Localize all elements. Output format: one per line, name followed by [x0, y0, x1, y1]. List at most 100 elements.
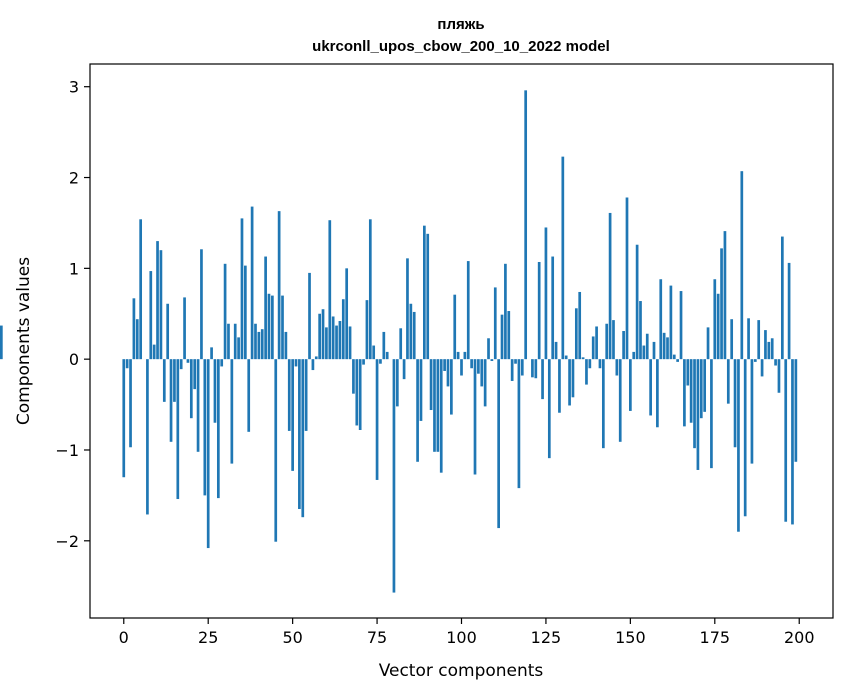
- bar-138: [588, 359, 591, 368]
- bar-31: [227, 324, 230, 359]
- bar-108: [487, 338, 490, 359]
- bar-158: [656, 359, 659, 427]
- bar-37: [247, 359, 250, 432]
- bar-42: [264, 257, 267, 360]
- bar-193: [774, 359, 777, 365]
- bar-22: [197, 359, 200, 452]
- bar-87: [416, 359, 419, 462]
- bar-28: [217, 359, 220, 498]
- bar-57: [315, 356, 318, 359]
- bar-55: [308, 273, 311, 359]
- bar-52: [298, 359, 301, 509]
- bar-19: [187, 359, 190, 363]
- bar-115: [511, 359, 514, 381]
- bar-157: [653, 342, 656, 359]
- bar-34: [237, 337, 240, 359]
- x-tick-label: 150: [615, 628, 646, 647]
- bar-72: [366, 300, 369, 359]
- bar-62: [332, 316, 335, 359]
- bar-106: [480, 359, 483, 386]
- bar-129: [558, 359, 561, 413]
- bar-103: [470, 359, 473, 368]
- bar-177: [720, 248, 723, 359]
- bar-170: [697, 359, 700, 470]
- bar-148: [622, 331, 625, 359]
- bar-25: [207, 359, 210, 548]
- bar-0: [122, 359, 125, 477]
- bar-33: [234, 324, 237, 359]
- bar-12: [163, 359, 166, 402]
- bar-92: [433, 359, 436, 452]
- bar-137: [585, 359, 588, 384]
- bar-146: [616, 359, 619, 375]
- bar-165: [680, 291, 683, 359]
- bar-142: [602, 359, 605, 448]
- bar-91: [430, 359, 433, 410]
- bar-75: [376, 359, 379, 480]
- bar-15: [173, 359, 176, 402]
- bar-188: [757, 320, 760, 359]
- bar-95: [443, 359, 446, 371]
- bar-85: [409, 304, 412, 359]
- bar-36: [244, 266, 247, 360]
- bar-179: [727, 359, 730, 404]
- bar-17: [180, 359, 183, 369]
- x-tick-label: 75: [367, 628, 387, 647]
- bar-84: [406, 258, 409, 359]
- bar-191: [767, 342, 770, 359]
- bar-124: [541, 359, 544, 399]
- bar-74: [372, 346, 375, 360]
- bar-11: [160, 250, 163, 359]
- bar-167: [686, 359, 689, 385]
- bar-126: [548, 359, 551, 458]
- bar-46: [278, 211, 281, 359]
- bar-171: [700, 359, 703, 418]
- bar-88: [420, 359, 423, 421]
- bar-144: [609, 213, 612, 359]
- bar-136: [582, 357, 585, 359]
- bar-109: [491, 359, 494, 361]
- bar-7: [146, 359, 149, 514]
- bar-104: [474, 359, 477, 474]
- bar-35: [241, 218, 244, 359]
- bar-96: [447, 359, 450, 386]
- bar-125: [545, 227, 548, 359]
- bar-189: [761, 359, 764, 376]
- bar-66: [345, 268, 348, 359]
- bar-44: [271, 296, 274, 360]
- y-tick-label: 0: [69, 350, 79, 369]
- bar-98: [453, 295, 456, 359]
- x-tick-label: 25: [198, 628, 218, 647]
- bar-178: [724, 231, 727, 359]
- bar-65: [342, 299, 345, 359]
- bar-54: [305, 359, 308, 431]
- bar-133: [572, 359, 575, 397]
- bar-156: [649, 359, 652, 415]
- bar-16: [176, 359, 179, 499]
- bar-128: [555, 342, 558, 359]
- bar-38: [251, 207, 254, 360]
- bar-119: [524, 90, 527, 359]
- bar-76: [379, 359, 382, 364]
- bar-140: [595, 326, 598, 359]
- bar-183: [740, 171, 743, 359]
- bar-197: [788, 263, 791, 359]
- bar-143: [605, 324, 608, 359]
- bar-105: [477, 359, 480, 374]
- bar-101: [464, 352, 467, 359]
- x-tick-label: 100: [446, 628, 477, 647]
- bar-198: [791, 359, 794, 524]
- bar-80: [393, 359, 396, 592]
- bar-23: [200, 249, 203, 359]
- bar-60: [325, 327, 328, 359]
- bar-53: [301, 359, 304, 517]
- bar-162: [670, 286, 673, 360]
- bar-122: [534, 359, 537, 378]
- bar-20: [190, 359, 193, 418]
- bar-185: [747, 318, 750, 359]
- bar-68: [352, 359, 355, 394]
- bar-3: [133, 298, 136, 359]
- bar-164: [676, 359, 679, 362]
- bar-127: [551, 257, 554, 360]
